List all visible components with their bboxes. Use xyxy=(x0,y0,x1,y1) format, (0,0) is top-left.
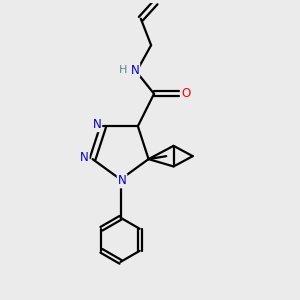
Text: O: O xyxy=(181,87,190,100)
Text: N: N xyxy=(92,118,101,131)
Text: H: H xyxy=(119,65,127,75)
Text: N: N xyxy=(80,151,89,164)
Text: N: N xyxy=(118,174,126,188)
Text: N: N xyxy=(130,64,139,77)
